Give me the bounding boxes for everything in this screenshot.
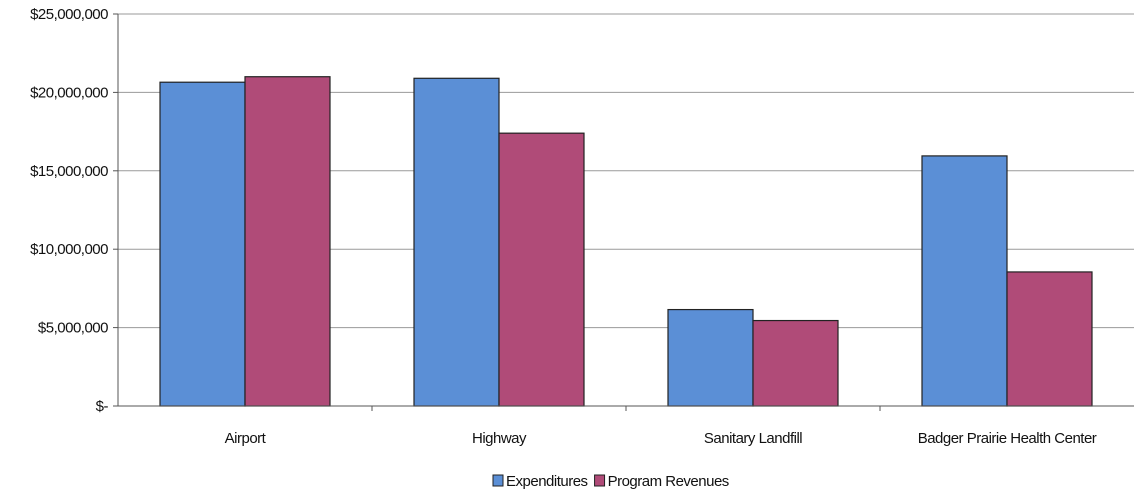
bar-expenditures bbox=[922, 156, 1007, 406]
legend: Expenditures Program Revenues bbox=[493, 473, 729, 490]
y-tick-label: $20,000,000 bbox=[30, 84, 108, 101]
x-axis-ticks: Airport Highway Sanitary Landfill Badger Pr… bbox=[225, 406, 1097, 447]
x-tick-label: Badger Prairie Health Center bbox=[918, 430, 1097, 447]
bar-program-revenues bbox=[499, 133, 584, 406]
y-tick-label: $15,000,000 bbox=[30, 163, 108, 180]
bar-expenditures bbox=[160, 82, 245, 406]
bar-expenditures bbox=[668, 310, 753, 406]
bars bbox=[160, 77, 1092, 406]
bar-program-revenues bbox=[245, 77, 330, 406]
y-tick-label: $25,000,000 bbox=[30, 6, 108, 23]
legend-label: Program Revenues bbox=[608, 473, 729, 490]
legend-swatch bbox=[493, 475, 503, 486]
y-tick-label: $5,000,000 bbox=[38, 320, 108, 337]
legend-label: Expenditures bbox=[506, 473, 588, 490]
x-tick-label: Sanitary Landfill bbox=[704, 430, 802, 447]
y-tick-label: $- bbox=[96, 398, 109, 415]
bar-expenditures bbox=[414, 78, 499, 406]
bar-program-revenues bbox=[753, 321, 838, 406]
y-tick-label: $10,000,000 bbox=[30, 241, 108, 258]
y-axis-ticks: $- $5,000,000 $10,000,000 $15,000,000 $20,00… bbox=[30, 6, 118, 415]
x-tick-label: Airport bbox=[225, 430, 267, 447]
legend-swatch bbox=[595, 475, 605, 486]
x-tick-label: Highway bbox=[472, 430, 527, 447]
bar-program-revenues bbox=[1007, 272, 1092, 406]
